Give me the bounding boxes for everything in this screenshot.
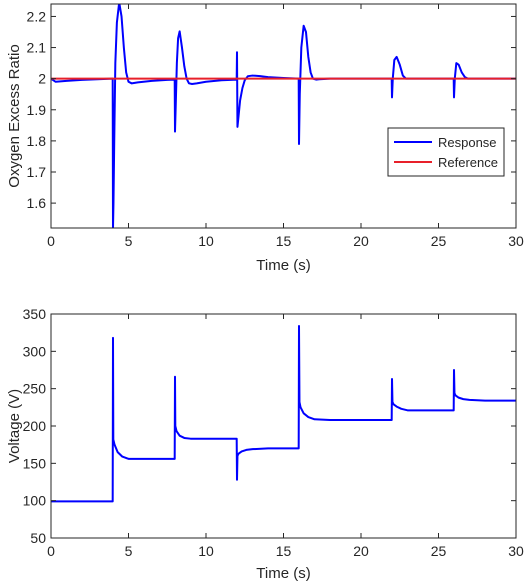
legend: Response Reference [387, 127, 505, 177]
legend-box [387, 127, 505, 177]
y-tick-label: 100 [23, 493, 47, 509]
y-tick-label: 1.8 [27, 133, 47, 149]
x-tick-label: 10 [198, 543, 214, 559]
y-tick-label: 250 [23, 381, 47, 397]
plot-area [51, 314, 516, 538]
y-tick-label: 2.2 [27, 8, 47, 24]
legend-label-reference: Reference [438, 155, 498, 170]
x-tick-label: 10 [198, 233, 214, 249]
y-tick-label: 1.6 [27, 195, 47, 211]
plot-area [51, 4, 516, 228]
x-tick-label: 15 [276, 233, 292, 249]
y-axis-label: Voltage (V) [6, 389, 23, 463]
y-tick-label: 2.1 [27, 40, 47, 56]
y-tick-label: 300 [23, 343, 47, 359]
x-axis-label: Time (s) [256, 565, 310, 582]
x-tick-label: 30 [508, 233, 524, 249]
x-tick-label: 20 [353, 543, 369, 559]
x-tick-label: 0 [47, 543, 55, 559]
y-tick-label: 150 [23, 455, 47, 471]
x-tick-label: 25 [431, 233, 447, 249]
y-tick-label: 200 [23, 418, 47, 434]
x-tick-label: 15 [276, 543, 292, 559]
y-tick-label: 1.7 [27, 164, 47, 180]
x-tick-label: 5 [125, 543, 133, 559]
x-tick-label: 25 [431, 543, 447, 559]
x-tick-label: 20 [353, 233, 369, 249]
y-tick-label: 1.9 [27, 102, 47, 118]
y-tick-label: 50 [30, 530, 46, 546]
y-tick-label: 2 [38, 71, 46, 87]
x-tick-label: 0 [47, 233, 55, 249]
x-tick-label: 5 [125, 233, 133, 249]
oxygen-excess-ratio-chart: Time (s) Oxygen Excess Ratio 0 5 10 15 20 25 3… [6, 3, 524, 274]
y-axis-label: Oxygen Excess Ratio [6, 44, 23, 187]
y-tick-label: 350 [23, 306, 47, 322]
legend-label-response: Response [438, 135, 497, 150]
series-line-0 [51, 324, 516, 503]
x-tick-label: 30 [508, 543, 524, 559]
x-axis-label: Time (s) [256, 257, 310, 274]
voltage-chart: Time (s) Voltage (V) 0 5 10 15 20 25 30 50 100 15… [6, 306, 524, 582]
